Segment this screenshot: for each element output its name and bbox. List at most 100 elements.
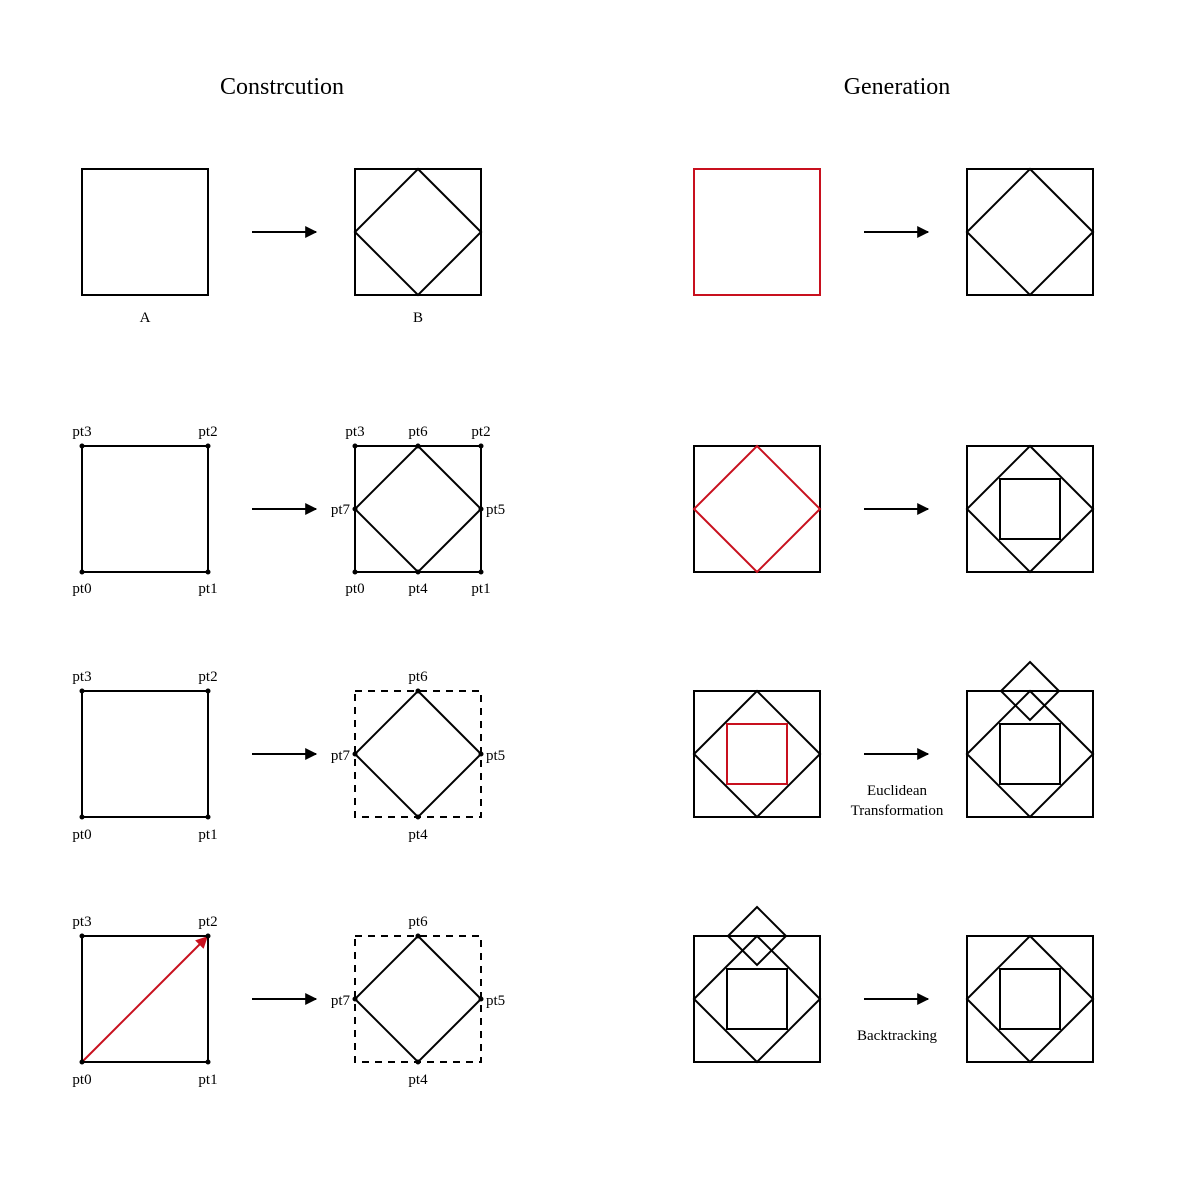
- point-marker: [415, 1059, 421, 1065]
- construction-row-3: pt3 pt2 pt0 pt1 pt6 pt7 pt5 pt4: [72, 669, 505, 843]
- construction-title: Constrcution: [220, 74, 344, 100]
- base-square: [81, 935, 209, 1063]
- outer-square: [693, 445, 821, 573]
- inner-diamond: [353, 444, 483, 574]
- dashed-bounding-square: [354, 690, 482, 818]
- label-pt5: pt5: [486, 993, 505, 1009]
- caption-euclidean-line1: Euclidean: [867, 783, 927, 799]
- outer-square: [966, 168, 1094, 296]
- base-square: [81, 690, 209, 818]
- caption-b: B: [413, 310, 423, 326]
- transformed-small-diamond: [999, 660, 1061, 722]
- diagonal-vector-arrow: [81, 936, 208, 1063]
- label-pt7: pt7: [331, 502, 351, 518]
- point-marker: [352, 443, 358, 449]
- dashed-bounding-square: [354, 935, 482, 1063]
- label-pt2: pt2: [471, 424, 490, 440]
- point-marker: [79, 933, 85, 939]
- generation-row-4: Backtracking: [692, 905, 1095, 1064]
- point-marker: [478, 506, 484, 512]
- inner-diamond: [965, 167, 1095, 297]
- point-marker: [478, 443, 484, 449]
- label-pt3: pt3: [345, 424, 364, 440]
- point-marker: [79, 569, 85, 575]
- inner-square: [726, 968, 788, 1030]
- caption-backtracking: Backtracking: [857, 1028, 937, 1044]
- label-pt4: pt4: [408, 1072, 428, 1088]
- point-marker: [205, 688, 211, 694]
- label-pt6: pt6: [408, 669, 428, 685]
- diamond: [965, 689, 1095, 819]
- diamond: [965, 444, 1095, 574]
- label-pt4: pt4: [408, 581, 428, 597]
- label-pt1: pt1: [198, 1072, 217, 1088]
- point-marker: [415, 569, 421, 575]
- point-marker: [79, 814, 85, 820]
- construction-row-2: pt3 pt2 pt0 pt1 pt3 pt6 pt2 pt7 pt5 pt0 …: [72, 424, 505, 597]
- point-marker: [205, 443, 211, 449]
- square-b-diamond: [353, 167, 483, 297]
- label-pt1: pt1: [198, 581, 217, 597]
- point-marker: [205, 933, 211, 939]
- inner-square: [999, 723, 1061, 785]
- point-marker: [478, 751, 484, 757]
- label-pt7: pt7: [331, 748, 351, 764]
- diamond: [353, 689, 483, 819]
- construction-row-4: pt3 pt2 pt0 pt1 pt6 pt7 pt5 pt4: [72, 914, 505, 1088]
- point-marker: [352, 506, 358, 512]
- outer-square: [966, 690, 1094, 818]
- small-diamond: [726, 905, 788, 967]
- diamond: [353, 934, 483, 1064]
- point-marker: [478, 996, 484, 1002]
- label-pt2: pt2: [198, 914, 217, 930]
- point-marker: [352, 569, 358, 575]
- outer-square: [693, 935, 821, 1063]
- construction-row-1: A B: [81, 167, 483, 326]
- highlighted-inner-square: [726, 723, 788, 785]
- point-marker: [205, 1059, 211, 1065]
- diamond: [965, 934, 1095, 1064]
- label-pt4: pt4: [408, 827, 428, 843]
- label-pt6: pt6: [408, 424, 428, 440]
- highlighted-diamond: [692, 444, 822, 574]
- outer-square: [966, 935, 1094, 1063]
- point-marker: [79, 443, 85, 449]
- label-pt6: pt6: [408, 914, 428, 930]
- point-marker: [79, 1059, 85, 1065]
- label-pt0: pt0: [345, 581, 364, 597]
- label-pt3: pt3: [72, 914, 91, 930]
- label-pt3: pt3: [72, 669, 91, 685]
- outer-square: [354, 445, 482, 573]
- point-marker: [415, 443, 421, 449]
- point-marker: [415, 814, 421, 820]
- label-pt1: pt1: [471, 581, 490, 597]
- point-marker: [352, 996, 358, 1002]
- generation-row-1: [693, 167, 1095, 297]
- square-b-outer: [354, 168, 482, 296]
- label-pt5: pt5: [486, 502, 505, 518]
- label-pt1: pt1: [198, 827, 217, 843]
- diamond: [692, 689, 822, 819]
- base-square: [81, 445, 209, 573]
- inner-square: [999, 478, 1061, 540]
- label-pt7: pt7: [331, 993, 351, 1009]
- caption-a: A: [140, 310, 151, 326]
- highlighted-square: [693, 168, 821, 296]
- label-pt0: pt0: [72, 1072, 91, 1088]
- label-pt0: pt0: [72, 581, 91, 597]
- diamond: [692, 934, 822, 1064]
- outer-square: [693, 690, 821, 818]
- point-marker: [415, 933, 421, 939]
- generation-row-3: Euclidean Transformation: [692, 660, 1095, 819]
- label-pt2: pt2: [198, 424, 217, 440]
- point-marker: [79, 688, 85, 694]
- label-pt3: pt3: [72, 424, 91, 440]
- generation-row-2: [692, 444, 1095, 574]
- point-marker: [478, 569, 484, 575]
- point-marker: [205, 569, 211, 575]
- label-pt0: pt0: [72, 827, 91, 843]
- outer-square: [966, 445, 1094, 573]
- caption-euclidean-line2: Transformation: [851, 803, 944, 819]
- generation-title: Generation: [844, 74, 951, 100]
